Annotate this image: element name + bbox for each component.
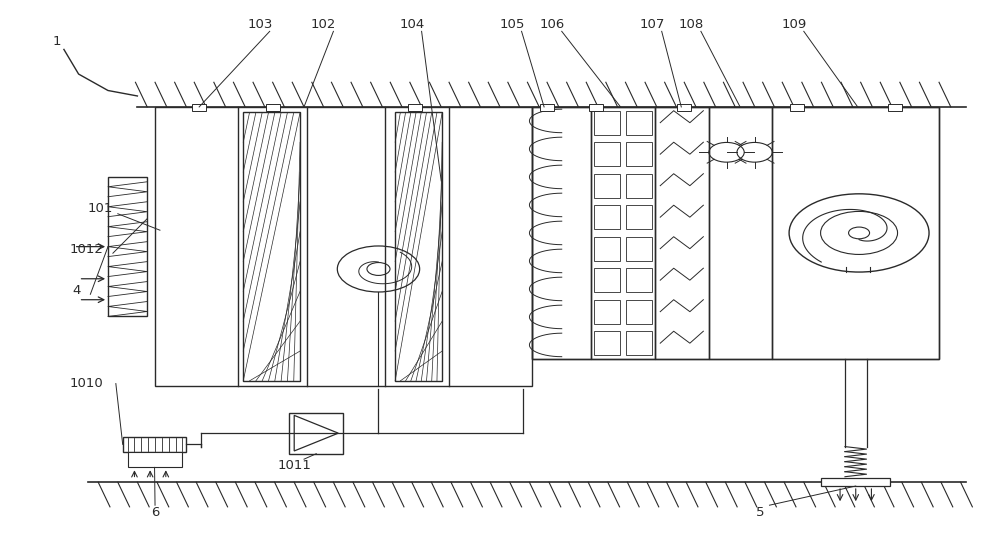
Bar [594,300,620,324]
Bar [626,142,652,166]
Text: 6: 6 [151,506,159,519]
Bar [591,107,655,359]
Bar [626,236,652,260]
Bar [655,107,709,359]
Text: 103: 103 [247,18,273,31]
Bar [626,174,652,198]
Bar [626,331,652,355]
Bar [594,142,620,166]
Bar [677,103,691,111]
Bar [594,268,620,292]
Text: 101: 101 [87,202,113,215]
Text: 108: 108 [678,18,704,31]
Bar [626,205,652,229]
Text: 1010: 1010 [70,377,103,390]
Bar [289,413,343,454]
Text: 1011: 1011 [277,459,311,472]
Bar [626,111,652,135]
Bar [772,107,939,359]
Bar [594,111,620,135]
Bar [888,103,902,111]
Text: 109: 109 [781,18,807,31]
Text: 105: 105 [499,18,524,31]
Text: 4: 4 [72,284,81,297]
Bar [395,112,442,381]
Bar [594,205,620,229]
Text: 1: 1 [53,35,61,48]
Bar [123,437,186,452]
Bar [108,177,147,316]
Bar [155,107,532,386]
Bar [540,103,554,111]
Bar [790,103,804,111]
Text: 104: 104 [399,18,424,31]
Bar [626,268,652,292]
Text: 107: 107 [639,18,665,31]
Text: 102: 102 [311,18,336,31]
Bar [594,174,620,198]
Text: 5: 5 [755,506,764,519]
Bar [709,107,772,359]
Bar [192,103,206,111]
Bar [532,107,591,359]
Bar [532,107,939,359]
Text: 1012: 1012 [70,243,103,256]
Bar [594,331,620,355]
Bar [266,103,280,111]
Text: 106: 106 [539,18,565,31]
Bar [626,300,652,324]
Bar [408,103,422,111]
Bar [594,236,620,260]
Bar [589,103,603,111]
Bar [128,452,182,467]
Bar [243,112,300,381]
Bar [821,478,890,486]
